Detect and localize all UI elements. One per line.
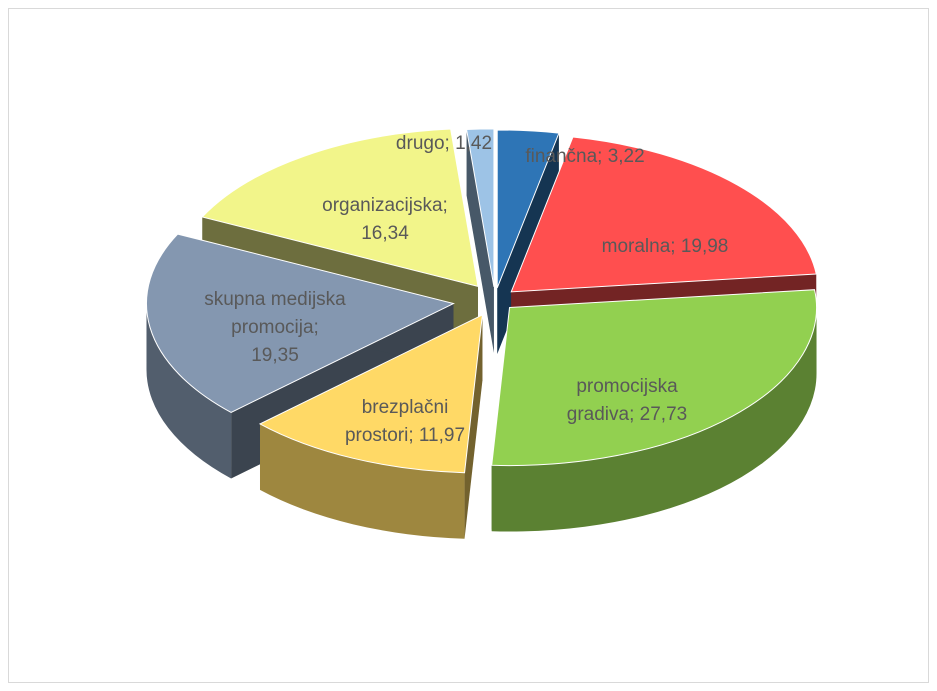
data-label: skupna medijska xyxy=(204,289,346,310)
pie-slice-brezplačni-prostori xyxy=(258,314,483,474)
data-label: gradiva; 27,73 xyxy=(567,404,687,425)
pie-tops xyxy=(146,128,817,474)
data-label: drugo; 1,42 xyxy=(396,133,492,154)
pie-slice-promocijska-gradiva xyxy=(491,289,817,467)
pie-slice-wall xyxy=(466,129,494,353)
data-label: moralna; 19,98 xyxy=(602,236,729,257)
data-label: 16,34 xyxy=(361,223,409,244)
data-label: brezplačni xyxy=(362,397,449,418)
pie-slice-moralna xyxy=(510,136,817,293)
pie-slice-finančna xyxy=(496,129,560,289)
data-label: prostori; 11,97 xyxy=(345,425,465,446)
data-label: promocija; xyxy=(231,317,319,338)
data-label: organizacijska; xyxy=(322,195,448,216)
data-label: 19,35 xyxy=(251,345,299,366)
pie-slice-side xyxy=(146,303,232,479)
pie-slice-skupna-medijska-promocija xyxy=(146,233,455,414)
pie-slice-side xyxy=(259,423,465,539)
pie-slice-organizacijska xyxy=(201,128,479,288)
pie-labels: finančna; 3,22 moralna; 19,98 promocijska g… xyxy=(204,133,728,446)
pie-slice-drugo xyxy=(465,128,495,287)
data-label: promocijska xyxy=(576,376,678,397)
data-label: finančna; 3,22 xyxy=(525,146,644,167)
pie-slice-side xyxy=(491,307,817,532)
